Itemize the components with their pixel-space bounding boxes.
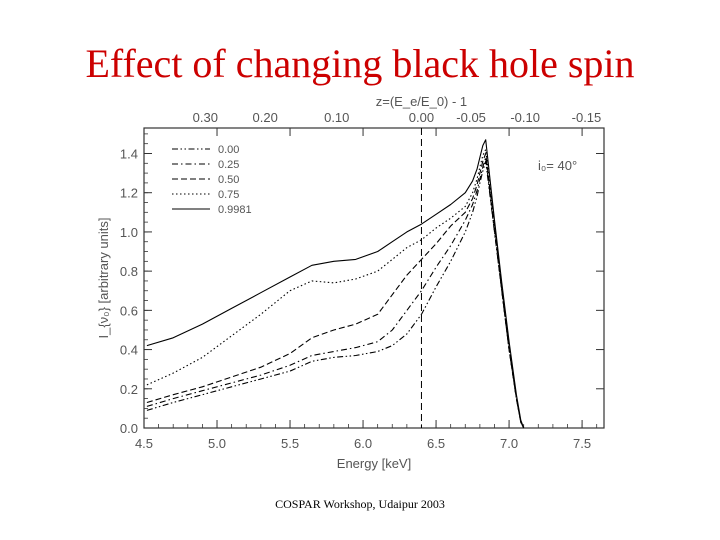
legend-label: 0.25 bbox=[218, 159, 239, 171]
inclination-annotation: i₀= 40° bbox=[538, 158, 577, 173]
legend-label: 0.50 bbox=[218, 174, 239, 186]
top-tick-label: 0.20 bbox=[253, 110, 278, 125]
series-line bbox=[146, 149, 525, 429]
x-tick-label: 5.5 bbox=[281, 436, 299, 451]
top-axis-label: z=(E_e/E_0) - 1 bbox=[376, 94, 467, 109]
y-tick-label: 0.8 bbox=[120, 264, 138, 279]
top-tick-label: 0.10 bbox=[324, 110, 349, 125]
y-tick-label: 0.2 bbox=[120, 382, 138, 397]
series-line bbox=[146, 139, 525, 429]
series-line bbox=[146, 152, 525, 429]
y-tick-label: 1.2 bbox=[120, 186, 138, 201]
legend: 0.00 0.25 0.50 0.75 0.9981 bbox=[172, 144, 252, 216]
legend-label: 0.9981 bbox=[218, 204, 252, 216]
x-tick-label: 7.0 bbox=[500, 436, 518, 451]
y-tick-label: 0.4 bbox=[120, 343, 138, 358]
slide-title: Effect of changing black hole spin bbox=[85, 41, 635, 86]
footer-text: COSPAR Workshop, Udaipur 2003 bbox=[275, 497, 445, 511]
series-curves bbox=[146, 139, 525, 429]
y-tick-label: 1.0 bbox=[120, 225, 138, 240]
x-tick-label: 7.5 bbox=[573, 436, 591, 451]
y-axis-label: I_{ν₀} [arbitrary units] bbox=[96, 217, 111, 338]
top-tick-label: 0.30 bbox=[193, 110, 218, 125]
series-line bbox=[146, 156, 525, 429]
top-tick-label: -0.15 bbox=[572, 110, 602, 125]
series-line bbox=[146, 160, 525, 429]
x-tick-labels: 4.5 5.0 5.5 6.0 6.5 7.0 7.5 bbox=[135, 436, 591, 451]
plot-frame bbox=[143, 127, 605, 429]
x-tick-label: 4.5 bbox=[135, 436, 153, 451]
top-z-tick-labels: 0.30 0.20 0.10 0.00 -0.05 -0.10 -0.15 bbox=[193, 110, 602, 125]
top-tick-label: -0.05 bbox=[456, 110, 486, 125]
y-tick-labels: 0.0 0.2 0.4 0.6 0.8 1.0 1.2 1.4 bbox=[120, 146, 138, 436]
x-tick-label: 5.0 bbox=[208, 436, 226, 451]
top-tick-label: 0.00 bbox=[409, 110, 434, 125]
x-tick-label: 6.5 bbox=[427, 436, 445, 451]
x-tick-label: 6.0 bbox=[354, 436, 372, 451]
legend-label: 0.75 bbox=[218, 189, 239, 201]
tick-marks bbox=[143, 128, 604, 429]
y-tick-label: 1.4 bbox=[120, 146, 138, 161]
top-tick-label: -0.10 bbox=[510, 110, 540, 125]
y-tick-label: 0.0 bbox=[120, 421, 138, 436]
x-axis-label: Energy [keV] bbox=[337, 456, 411, 471]
y-tick-label: 0.6 bbox=[120, 303, 138, 318]
legend-label: 0.00 bbox=[218, 144, 239, 156]
